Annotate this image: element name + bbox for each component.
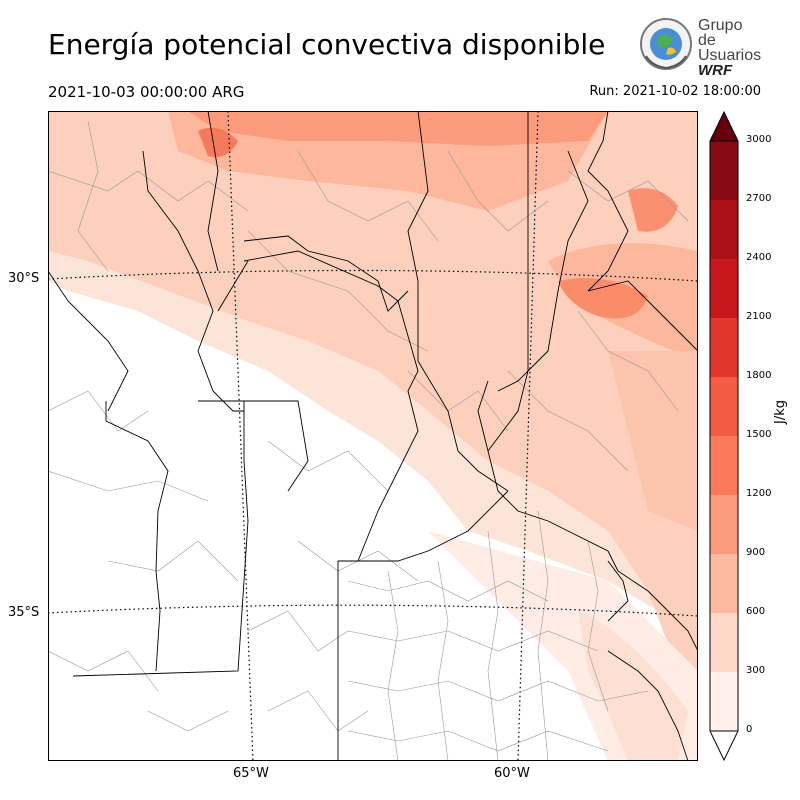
- colorbar-over-triangle: [709, 110, 739, 142]
- colorbar-bin: [710, 200, 738, 259]
- cape-field: [48, 111, 698, 761]
- lat-label-30s: 30°S: [8, 271, 40, 286]
- colorbar-bin: [710, 436, 738, 495]
- run-time: Run: 2021-10-02 18:00:00: [589, 84, 761, 99]
- cape-map: [48, 111, 698, 761]
- colorbar-bin: [710, 377, 738, 436]
- globe-seal-icon: [640, 18, 692, 70]
- colorbar-tick-label: 1200: [746, 488, 772, 499]
- colorbar-under-triangle: [709, 730, 739, 762]
- valid-time: 2021-10-03 00:00:00 ARG: [48, 83, 245, 101]
- wrf-logo: Grupo de Usuarios WRF: [638, 16, 762, 78]
- colorbar-bin: [710, 672, 738, 731]
- colorbar-bin: [710, 554, 738, 613]
- colorbar-tick-label: 1800: [746, 370, 772, 381]
- colorbar-bin: [710, 259, 738, 318]
- lat-label-35s: 35°S: [8, 605, 40, 620]
- map-title: Energía potencial convectiva disponible: [48, 28, 606, 61]
- colorbar-tick-label: 600: [746, 606, 766, 617]
- colorbar-bin: [710, 318, 738, 377]
- colorbar-tick-label: 300: [746, 665, 766, 676]
- province-boundaries: [48, 111, 698, 761]
- department-boundaries: [48, 120, 689, 761]
- lon-label-60w: 60°W: [494, 766, 530, 781]
- logo-line-1: Grupo de: [698, 17, 743, 49]
- logo-line-2: Usuarios: [698, 47, 762, 64]
- colorbar-tick-label: 2100: [746, 311, 772, 322]
- colorbar-bin: [710, 495, 738, 554]
- colorbar-bin: [710, 141, 738, 200]
- colorbar-tick-label: 1500: [746, 429, 772, 440]
- colorbar-tick-label: 3000: [746, 134, 772, 145]
- colorbar-tick-label: 2400: [746, 252, 772, 263]
- colorbar-tick-label: 900: [746, 547, 766, 558]
- colorbar-label: J/kg: [773, 400, 788, 424]
- colorbar-tick-label: 2700: [746, 193, 772, 204]
- logo-line-3: WRF: [698, 62, 733, 79]
- colorbar-bin: [710, 613, 738, 672]
- graticule: [48, 111, 698, 761]
- colorbar-tick-label: 0: [746, 724, 753, 735]
- lon-label-65w: 65°W: [233, 766, 269, 781]
- colorbar: [709, 110, 739, 762]
